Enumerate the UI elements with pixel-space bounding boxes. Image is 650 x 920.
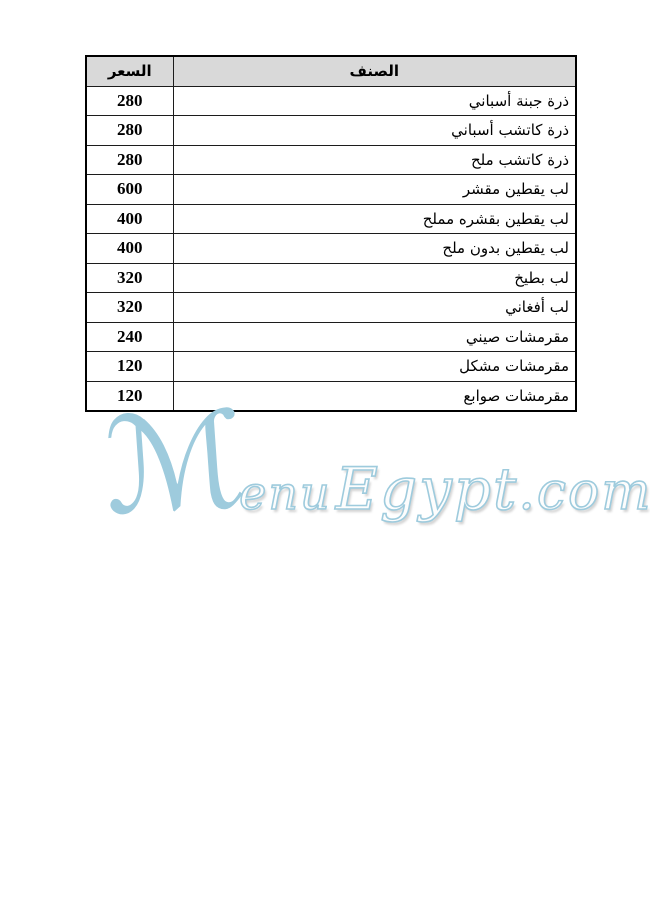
table-row: 240 مقرمشات صيني [85,321,577,352]
table-row: 320 لب بطيخ [85,262,577,293]
table-row: 120 مقرمشات مشكل [85,351,577,382]
price-cell: 120 [85,351,174,382]
item-cell: لب يقطين بدون ملح [172,233,577,264]
column-header-item: الصنف [172,55,577,87]
price-cell: 120 [85,380,174,411]
item-cell: لب أفغاني [172,292,577,323]
price-cell: 320 [85,262,174,293]
watermark-text-enu: enu [238,466,332,520]
watermark-text-com: .com [518,462,650,522]
watermark-initial-m: ℳ [98,382,251,546]
table-row: 280 ذرة كاتشب أسباني [85,115,577,146]
table-row: 600 لب يقطين مقشر [85,174,577,205]
table-row: 320 لب أفغاني [85,292,577,323]
menu-price-table: السعر الصنف 280 ذرة جبنة أسباني 280 ذرة … [85,55,577,412]
item-cell: مقرمشات صوابع [172,380,577,411]
price-cell: 320 [85,292,174,323]
price-cell: 600 [85,174,174,205]
item-cell: لب بطيخ [172,262,577,293]
item-cell: ذرة كاتشب أسباني [172,115,577,146]
watermark-text-egypt: Egypt [335,455,519,523]
item-cell: مقرمشات مشكل [172,351,577,382]
item-cell: لب يقطين مقشر [172,174,577,205]
column-header-price: السعر [85,55,174,87]
item-cell: لب يقطين بقشره مملح [172,203,577,234]
price-table-container: السعر الصنف 280 ذرة جبنة أسباني 280 ذرة … [85,55,577,412]
item-cell: ذرة جبنة أسباني [172,85,577,116]
price-cell: 400 [85,203,174,234]
price-cell: 280 [85,144,174,175]
table-row: 280 ذرة جبنة أسباني [85,85,577,116]
price-cell: 400 [85,233,174,264]
price-cell: 280 [85,115,174,146]
price-cell: 240 [85,321,174,352]
table-header-row: السعر الصنف [85,55,577,87]
price-cell: 280 [85,85,174,116]
table-row: 280 ذرة كاتشب ملح [85,144,577,175]
item-cell: ذرة كاتشب ملح [172,144,577,175]
table-row: 400 لب يقطين بقشره مملح [85,203,577,234]
table-row: 400 لب يقطين بدون ملح [85,233,577,264]
item-cell: مقرمشات صيني [172,321,577,352]
table-row: 120 مقرمشات صوابع [85,380,577,411]
